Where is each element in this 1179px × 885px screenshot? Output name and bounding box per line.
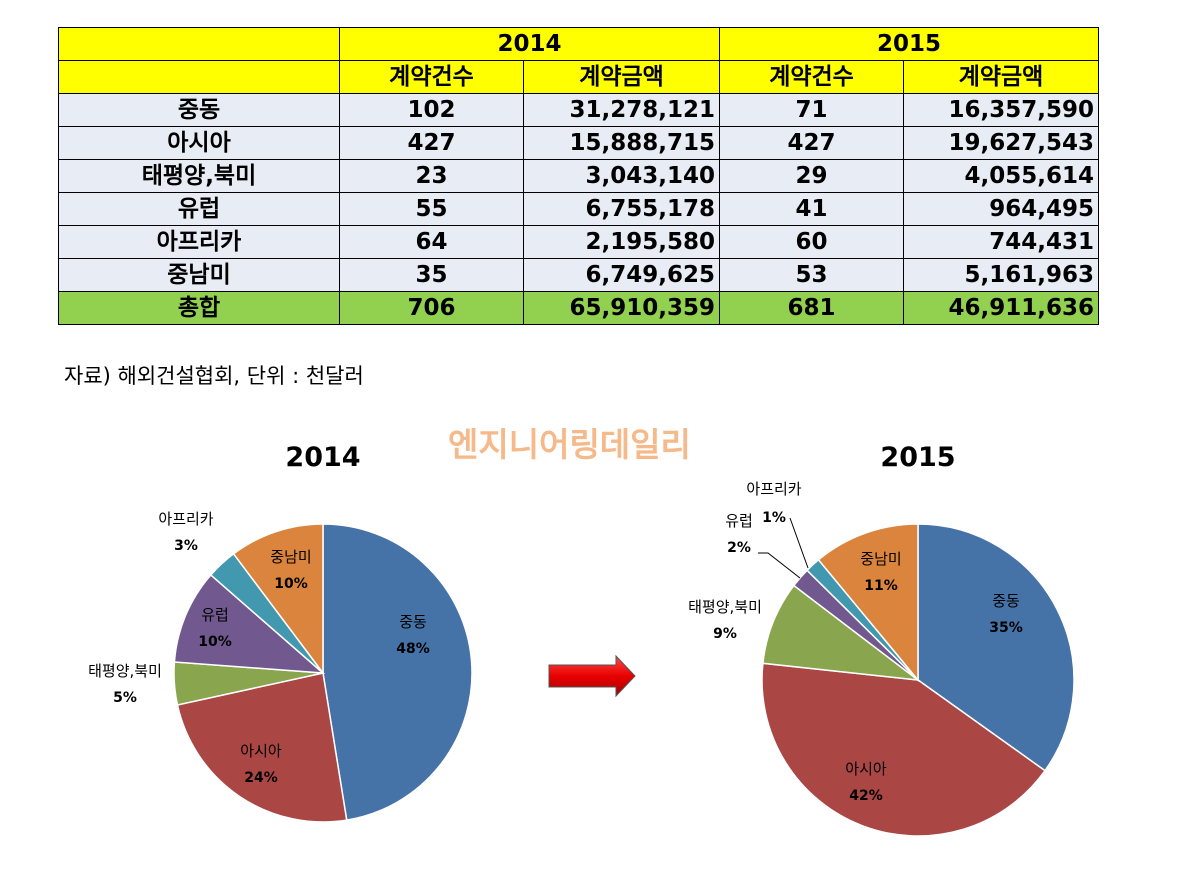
count-2014-cell: 55 xyxy=(339,192,524,226)
region-cell: 아시아 xyxy=(58,126,340,160)
count-2015-cell: 53 xyxy=(719,258,905,292)
pie-slice xyxy=(817,523,919,683)
slice-percent-label: 24% xyxy=(244,770,278,786)
pie-slice xyxy=(176,672,348,823)
total-label-cell: 총합 xyxy=(58,291,340,325)
slice-label: 태평양,북미 xyxy=(88,662,162,680)
pie-slice xyxy=(917,523,1075,772)
pie-chart-2014: 중동 48% 아시아 24% 태평양,북미 5% 유럽 10% 아프리카 3% 중남미 10% 2014 xyxy=(88,442,473,823)
slice-label: 중동 xyxy=(399,613,427,631)
chart-title: 2014 xyxy=(285,442,360,473)
region-cell: 태평양,북미 xyxy=(58,159,340,193)
slice-percent-label: 10% xyxy=(274,576,308,592)
slice-percent-label: 48% xyxy=(396,641,430,657)
count-2015-cell: 427 xyxy=(719,126,905,160)
slice-label: 아시아 xyxy=(240,742,282,760)
count-2014-cell: 35 xyxy=(339,258,524,292)
region-cell: 아프리카 xyxy=(58,225,340,259)
leader-line xyxy=(789,517,809,569)
slice-label: 중동 xyxy=(992,592,1020,610)
amount-2015-cell: 16,357,590 xyxy=(903,93,1100,127)
col-header-amount-2015: 계약금액 xyxy=(903,60,1100,94)
slice-label: 아프리카 xyxy=(746,480,801,498)
table-row: 태평양,북미 23 3,043,140 29 4,055,614 xyxy=(58,159,1100,193)
source-note: 자료) 해외건설협회, 단위 : 천달러 xyxy=(64,364,364,388)
amount-2015-cell: 4,055,614 xyxy=(903,159,1100,193)
amount-2014-cell: 3,043,140 xyxy=(522,159,721,193)
amount-2014-cell: 15,888,715 xyxy=(522,126,721,160)
contract-table: 2014 2015 계약건수 계약금액 계약건수 계약금액 중동 102 31,… xyxy=(58,27,1100,325)
count-2015-cell: 60 xyxy=(719,225,905,259)
slice-percent-label: 1% xyxy=(762,510,786,526)
right-arrow-icon xyxy=(548,654,636,698)
table-row: 유럽 55 6,755,178 41 964,495 xyxy=(58,192,1100,226)
slice-percent-label: 5% xyxy=(113,690,137,706)
slice-percent-label: 11% xyxy=(864,578,898,594)
total-amount-2015-cell: 46,911,636 xyxy=(903,291,1100,325)
slice-label: 중남미 xyxy=(270,548,311,566)
total-row: 총합 706 65,910,359 681 46,911,636 xyxy=(58,291,1100,325)
slice-percent-label: 3% xyxy=(174,538,198,554)
chart-title: 2015 xyxy=(880,442,955,473)
region-cell: 중남미 xyxy=(58,258,340,292)
slice-label: 태평양,북미 xyxy=(688,598,762,616)
column-header-row: 계약건수 계약금액 계약건수 계약금액 xyxy=(58,60,1100,94)
corner-cell xyxy=(58,27,340,61)
slice-percent-label: 35% xyxy=(989,620,1023,636)
total-count-2015-cell: 681 xyxy=(719,291,905,325)
slice-label: 아시아 xyxy=(845,760,887,778)
count-2015-cell: 29 xyxy=(719,159,905,193)
amount-2014-cell: 6,755,178 xyxy=(522,192,721,226)
count-2015-cell: 41 xyxy=(719,192,905,226)
count-2015-cell: 71 xyxy=(719,93,905,127)
total-count-2014-cell: 706 xyxy=(339,291,524,325)
table-row: 아시아 427 15,888,715 427 19,627,543 xyxy=(58,126,1100,160)
slice-percent-label: 10% xyxy=(198,634,232,650)
total-amount-2014-cell: 65,910,359 xyxy=(522,291,721,325)
count-2014-cell: 23 xyxy=(339,159,524,193)
amount-2015-cell: 964,495 xyxy=(903,192,1100,226)
leader-line xyxy=(758,552,801,579)
pie-slice xyxy=(173,573,326,674)
col-header-count-2014: 계약건수 xyxy=(339,60,524,94)
slice-percent-label: 9% xyxy=(713,626,737,642)
slice-label: 중남미 xyxy=(860,550,901,568)
table-row: 중동 102 31,278,121 71 16,357,590 xyxy=(58,93,1100,127)
pie-slice xyxy=(232,523,324,676)
pie-slice xyxy=(761,662,1047,837)
table-row: 중남미 35 6,749,625 53 5,161,963 xyxy=(58,258,1100,292)
corner-cell xyxy=(58,60,340,94)
col-header-amount-2014: 계약금액 xyxy=(522,60,721,94)
region-cell: 유럽 xyxy=(58,192,340,226)
year-header-2015: 2015 xyxy=(719,27,1100,61)
amount-2014-cell: 2,195,580 xyxy=(522,225,721,259)
pie-chart-2015: 중동 35% 아시아 42% 태평양,북미 9% 유럽 2% 아프리카 1% 중남미 11% 2015 xyxy=(688,442,1075,837)
amount-2015-cell: 19,627,543 xyxy=(903,126,1100,160)
amount-2014-cell: 31,278,121 xyxy=(522,93,721,127)
amount-2015-cell: 5,161,963 xyxy=(903,258,1100,292)
slice-label: 유럽 xyxy=(201,606,229,624)
table-row: 아프리카 64 2,195,580 60 744,431 xyxy=(58,225,1100,259)
count-2014-cell: 427 xyxy=(339,126,524,160)
slice-percent-label: 42% xyxy=(849,788,883,804)
count-2014-cell: 64 xyxy=(339,225,524,259)
pie-slice xyxy=(322,523,473,821)
col-header-count-2015: 계약건수 xyxy=(719,60,905,94)
pie-slice xyxy=(762,584,921,682)
watermark: 엔지니어링데일리 xyxy=(448,425,691,464)
amount-2014-cell: 6,749,625 xyxy=(522,258,721,292)
slice-percent-label: 2% xyxy=(727,540,751,556)
count-2014-cell: 102 xyxy=(339,93,524,127)
amount-2015-cell: 744,431 xyxy=(903,225,1100,259)
slice-label: 유럽 xyxy=(725,512,753,530)
slice-label: 아프리카 xyxy=(158,510,213,528)
